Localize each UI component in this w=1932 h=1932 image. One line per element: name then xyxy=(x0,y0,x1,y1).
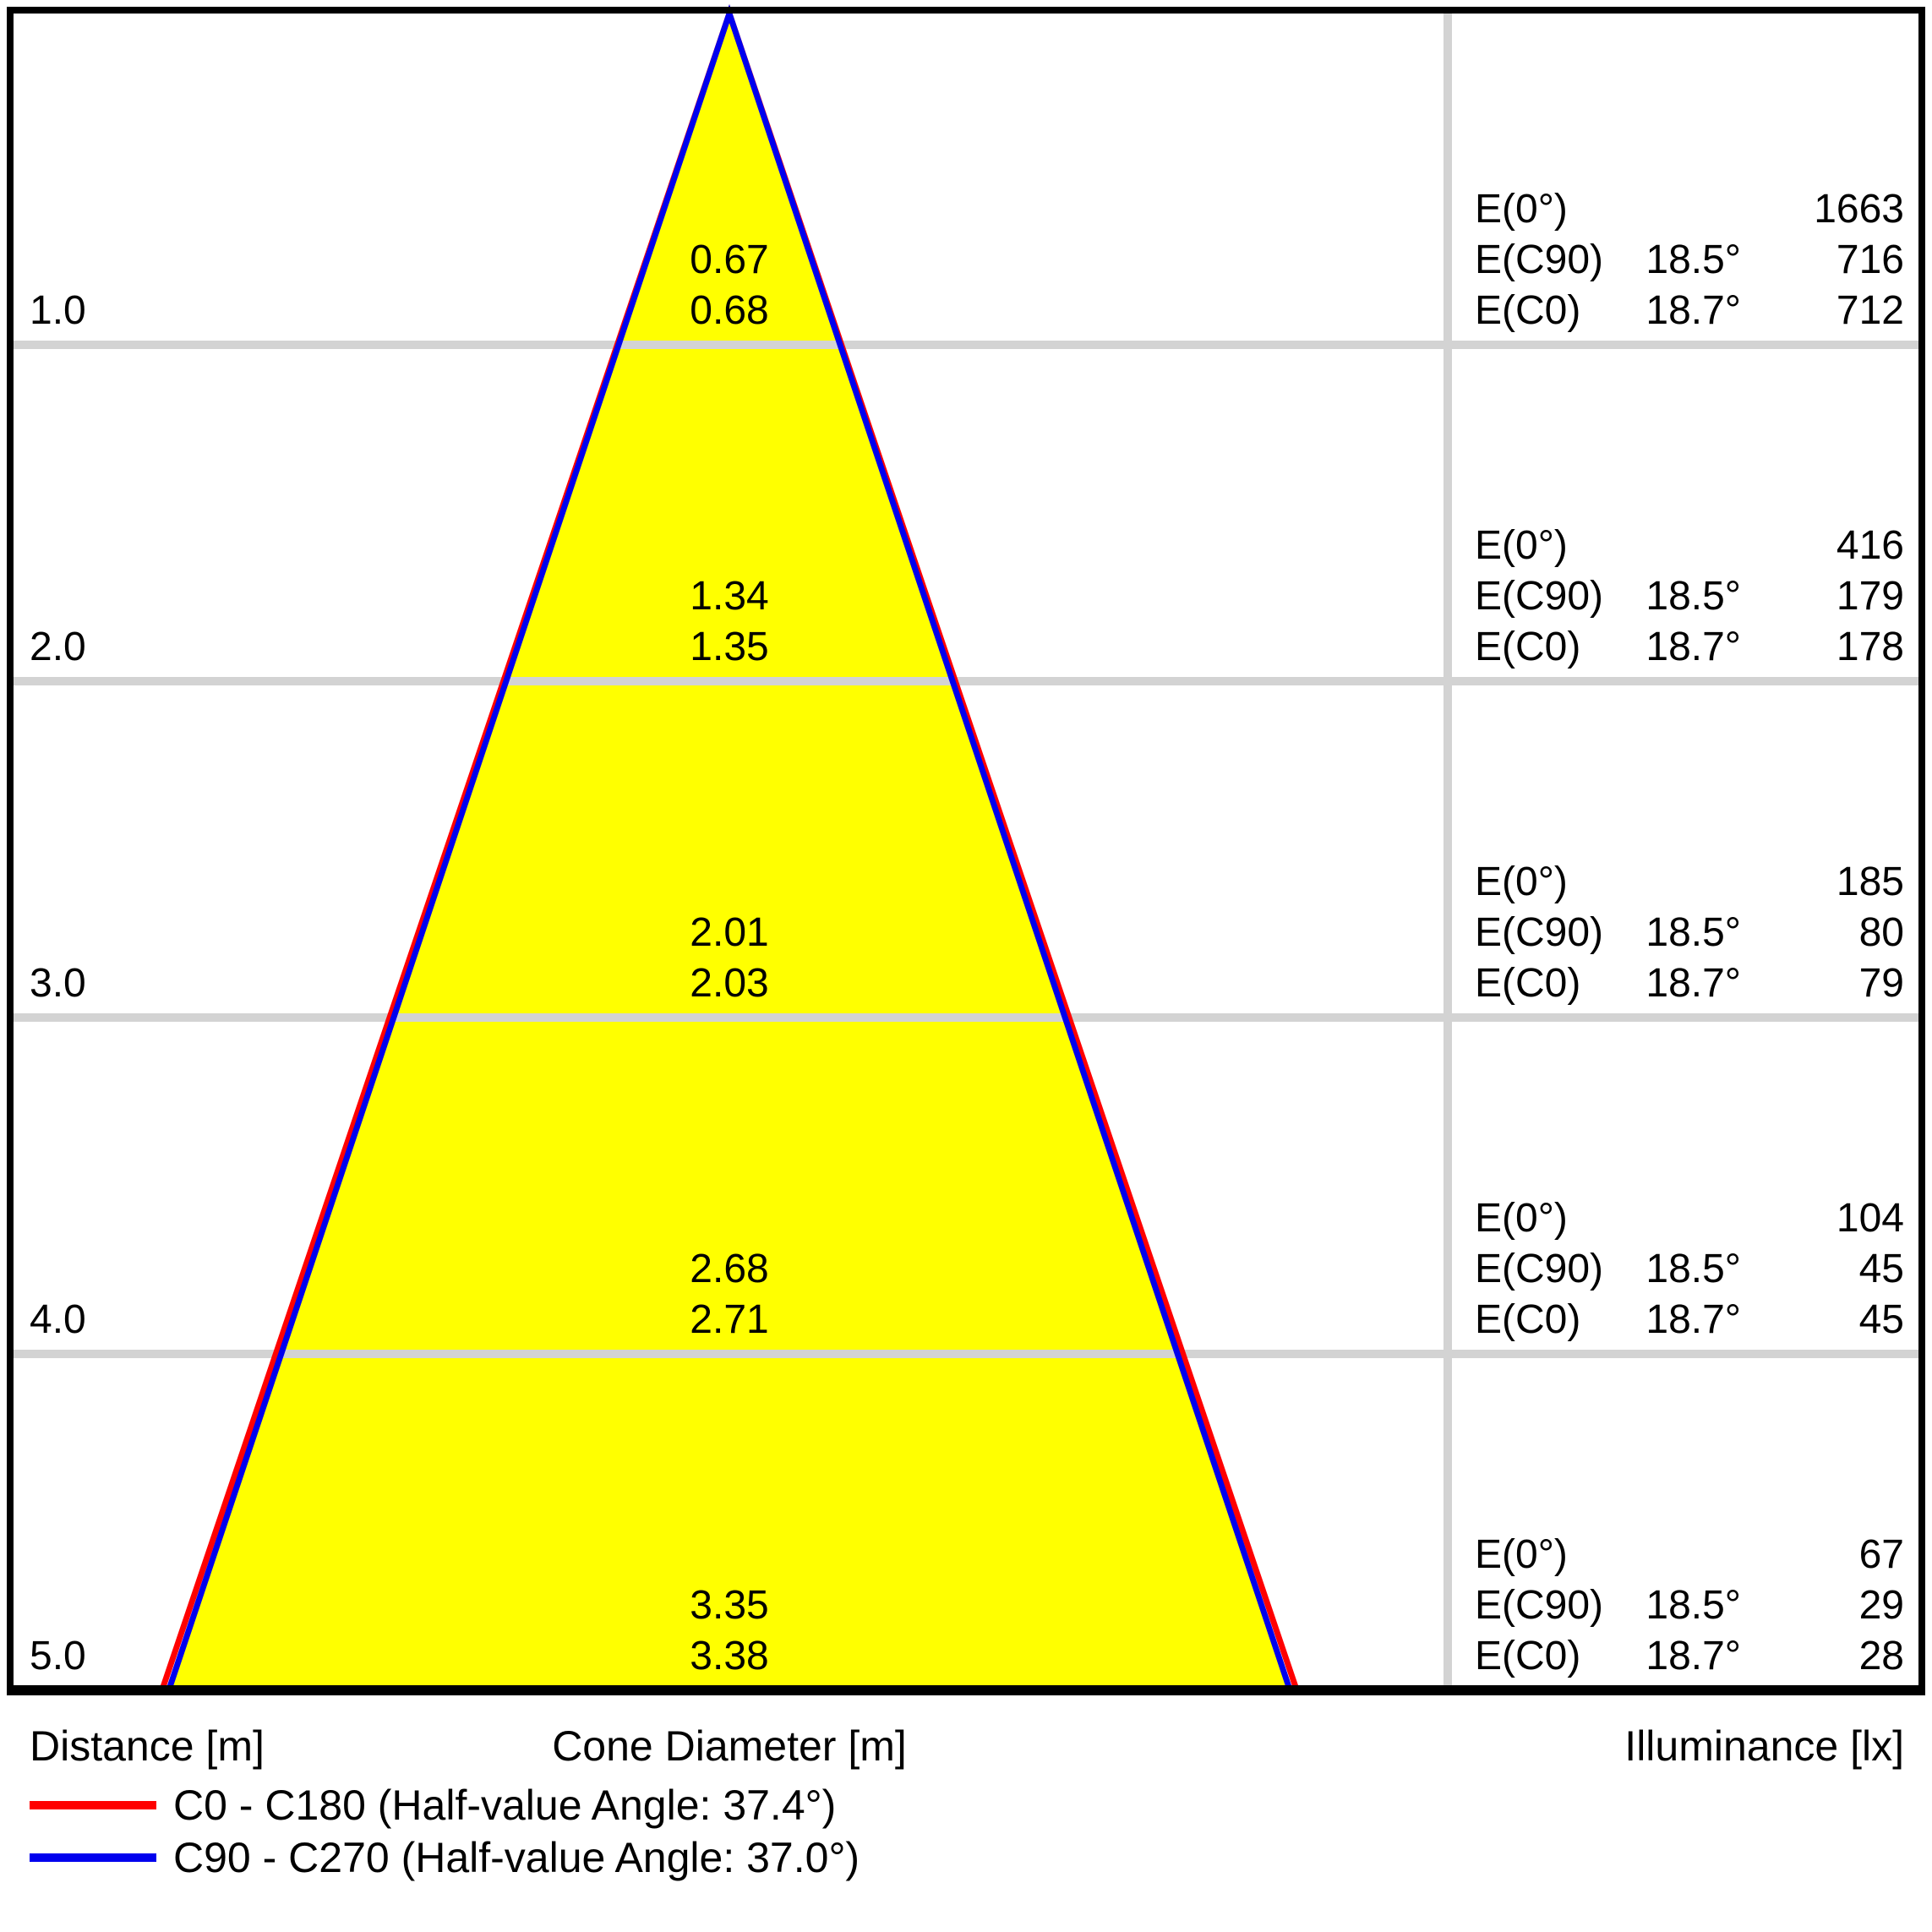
illuminance-line-ec0: E(C0) 18.7° 28 xyxy=(1475,1631,1904,1682)
ec90-label: E(C90) xyxy=(1475,910,1604,955)
e0-value: 67 xyxy=(1858,1532,1904,1577)
legend-label-c90: C90 - C270 (Half-value Angle: 37.0°) xyxy=(173,1834,860,1881)
ec90-label: E(C90) xyxy=(1475,237,1604,282)
illuminance-line-ec0: E(C0) 18.7° 45 xyxy=(1475,1295,1904,1345)
c90-blue-line-swatch xyxy=(30,1853,156,1862)
e0-label: E(0°) xyxy=(1475,187,1568,232)
cone-diameter-c90: 3.35 xyxy=(690,1583,769,1628)
ec0-label: E(C0) xyxy=(1475,288,1581,333)
e0-label: E(0°) xyxy=(1475,523,1568,568)
distance-label: 4.0 xyxy=(30,1297,86,1342)
illuminance-line-e0: E(0°) 104 xyxy=(1475,1193,1904,1244)
ec90-angle: 18.5° xyxy=(1645,574,1741,619)
ec90-angle: 18.5° xyxy=(1645,1583,1741,1628)
illuminance-line-e0: E(0°) 1663 xyxy=(1475,184,1904,235)
ec0-value: 45 xyxy=(1858,1297,1904,1342)
ec0-value: 178 xyxy=(1836,625,1904,669)
ec0-label: E(C0) xyxy=(1475,1297,1581,1342)
distance-label: 1.0 xyxy=(30,288,86,333)
ec0-label: E(C0) xyxy=(1475,961,1581,1006)
illuminance-line-ec90: E(C90) 18.5° 29 xyxy=(1475,1580,1904,1631)
illuminance-axis-title: Illuminance [lx] xyxy=(1624,1722,1904,1770)
gridline xyxy=(14,677,1918,685)
e0-label: E(0°) xyxy=(1475,1532,1568,1577)
legend-row-c0: C0 - C180 (Half-value Angle: 37.4°) xyxy=(30,1780,836,1831)
illuminance-line-ec90: E(C90) 18.5° 45 xyxy=(1475,1244,1904,1295)
distance-axis-title: Distance [m] xyxy=(30,1722,265,1770)
ec0-value: 712 xyxy=(1836,288,1904,333)
e0-value: 185 xyxy=(1836,860,1904,904)
cone-fill xyxy=(169,14,1290,1689)
cone-diameter-c0: 1.35 xyxy=(690,625,769,669)
e0-value: 416 xyxy=(1836,523,1904,568)
illuminance-line-e0: E(0°) 185 xyxy=(1475,857,1904,908)
ec0-value: 79 xyxy=(1858,961,1904,1006)
cone-diameter-c90: 2.01 xyxy=(690,910,769,955)
illuminance-block: E(0°) 185 E(C90) 18.5° 80 E(C0) 18.7° 79 xyxy=(1475,857,1904,1009)
ec90-label: E(C90) xyxy=(1475,574,1604,619)
gridline xyxy=(14,1013,1918,1022)
illuminance-line-ec90: E(C90) 18.5° 179 xyxy=(1475,571,1904,622)
e0-value: 1663 xyxy=(1814,187,1904,232)
gridlines xyxy=(14,341,1918,1358)
cone-diameter-c90: 0.67 xyxy=(690,237,769,282)
ec0-label: E(C0) xyxy=(1475,1634,1581,1678)
cone-diameter-values: 2.01 2.03 xyxy=(690,908,768,1009)
cone-diameter-c0: 2.71 xyxy=(690,1297,769,1342)
cone-diameter-c0: 0.68 xyxy=(690,288,769,333)
ec90-value: 179 xyxy=(1836,574,1904,619)
illuminance-line-ec90: E(C90) 18.5° 716 xyxy=(1475,235,1904,286)
ec90-value: 80 xyxy=(1858,910,1904,955)
cone-diameter-values: 3.35 3.38 xyxy=(690,1580,768,1682)
ec90-value: 716 xyxy=(1836,237,1904,282)
illuminance-line-ec0: E(C0) 18.7° 79 xyxy=(1475,958,1904,1009)
illuminance-line-ec0: E(C0) 18.7° 178 xyxy=(1475,622,1904,673)
ec0-angle: 18.7° xyxy=(1645,1297,1741,1342)
cone-diameter-c90: 2.68 xyxy=(690,1247,769,1291)
ec90-value: 29 xyxy=(1858,1583,1904,1628)
ec0-value: 28 xyxy=(1858,1634,1904,1678)
ec0-angle: 18.7° xyxy=(1645,1634,1741,1678)
ec0-angle: 18.7° xyxy=(1645,288,1741,333)
cone-diameter-axis-title: Cone Diameter [m] xyxy=(552,1722,907,1770)
cone-diameter-values: 2.68 2.71 xyxy=(690,1244,768,1345)
distance-label: 2.0 xyxy=(30,625,86,669)
cone-diameter-c0: 3.38 xyxy=(690,1634,769,1678)
cone-diameter-c90: 1.34 xyxy=(690,574,769,619)
illuminance-block: E(0°) 104 E(C90) 18.5° 45 E(C0) 18.7° 45 xyxy=(1475,1193,1904,1345)
column-divider xyxy=(1444,14,1452,1685)
c0-red-line-swatch xyxy=(30,1800,156,1809)
gridline xyxy=(14,1350,1918,1358)
illuminance-block: E(0°) 67 E(C90) 18.5° 29 E(C0) 18.7° 28 xyxy=(1475,1530,1904,1682)
ec0-angle: 18.7° xyxy=(1645,625,1741,669)
e0-value: 104 xyxy=(1836,1196,1904,1241)
ec90-value: 45 xyxy=(1858,1247,1904,1291)
cone-diameter-values: 0.67 0.68 xyxy=(690,235,768,336)
illuminance-line-ec90: E(C90) 18.5° 80 xyxy=(1475,908,1904,958)
ec0-angle: 18.7° xyxy=(1645,961,1741,1006)
e0-label: E(0°) xyxy=(1475,1196,1568,1241)
cone-diameter-c0: 2.03 xyxy=(690,961,769,1006)
illuminance-line-e0: E(0°) 416 xyxy=(1475,521,1904,571)
legend-label-c0: C0 - C180 (Half-value Angle: 37.4°) xyxy=(173,1782,837,1829)
illuminance-block: E(0°) 1663 E(C90) 18.5° 716 E(C0) 18.7° … xyxy=(1475,184,1904,336)
illuminance-block: E(0°) 416 E(C90) 18.5° 179 E(C0) 18.7° 1… xyxy=(1475,521,1904,673)
distance-label: 5.0 xyxy=(30,1634,86,1678)
ec90-label: E(C90) xyxy=(1475,1583,1604,1628)
ec90-angle: 18.5° xyxy=(1645,1247,1741,1291)
illuminance-line-e0: E(0°) 67 xyxy=(1475,1530,1904,1580)
illuminance-line-ec0: E(C0) 18.7° 712 xyxy=(1475,286,1904,336)
legend-row-c90: C90 - C270 (Half-value Angle: 37.0°) xyxy=(30,1832,860,1883)
ec90-angle: 18.5° xyxy=(1645,910,1741,955)
ec90-angle: 18.5° xyxy=(1645,237,1741,282)
gridline xyxy=(14,341,1918,349)
distance-label: 3.0 xyxy=(30,961,86,1006)
ec0-label: E(C0) xyxy=(1475,625,1581,669)
e0-label: E(0°) xyxy=(1475,860,1568,904)
ec90-label: E(C90) xyxy=(1475,1247,1604,1291)
cone-diameter-values: 1.34 1.35 xyxy=(690,571,768,673)
